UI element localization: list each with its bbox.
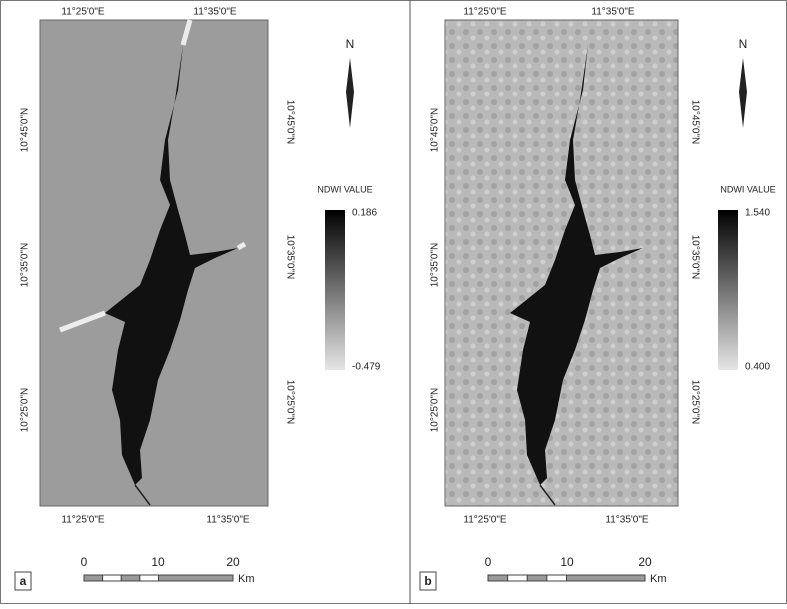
scale-segment xyxy=(120,574,141,582)
legend-max: 1.540 xyxy=(745,208,770,219)
latitude-label: 10°45'0"N xyxy=(430,108,441,153)
scale-segment xyxy=(526,574,548,582)
latitude-label: 10°45'0"N xyxy=(20,108,31,153)
panel: 11°25'0"E 11°35'0"E 11°25'0"E 11°35'0"E 10°4… xyxy=(14,7,381,591)
scale-unit: Km xyxy=(238,573,255,585)
latitude-label: 10°35'0"N xyxy=(689,235,700,280)
longitude-label: 11°25'0"E xyxy=(61,515,105,526)
reservoir xyxy=(510,45,643,485)
scale-segment xyxy=(566,574,646,582)
legend-ramp xyxy=(718,210,738,370)
north-arrow xyxy=(739,58,747,128)
latitude-label: 10°45'0"N xyxy=(689,100,700,145)
latitude-label: 10°35'0"N xyxy=(430,243,441,288)
scale-segment xyxy=(546,574,567,582)
scale-label: 0 xyxy=(485,555,492,569)
longitude-label: 11°35'0"E xyxy=(591,7,635,18)
latitude-label: 10°25'0"N xyxy=(430,388,441,433)
scale-label: 10 xyxy=(560,555,574,569)
legend-min: -0.479 xyxy=(352,362,381,373)
latitude-label: 10°35'0"N xyxy=(20,243,31,288)
scale-label: 20 xyxy=(226,555,240,569)
longitude-label: 11°35'0"E xyxy=(193,7,237,18)
panel-label-box xyxy=(14,571,32,591)
legend-title: NDWI VALUE xyxy=(720,184,775,194)
panel: 11°25'0"E 11°35'0"E 11°25'0"E 11°35'0"E 10°4… xyxy=(419,7,776,591)
scale-unit: Km xyxy=(650,573,667,585)
latitude-label: 10°45'0"N xyxy=(284,100,295,145)
scale-segment xyxy=(507,574,528,582)
legend-min: 0.400 xyxy=(745,362,770,373)
panel-label: b xyxy=(424,574,431,588)
longitude-label: 11°35'0"E xyxy=(206,515,250,526)
latitude-label: 10°25'0"N xyxy=(689,380,700,425)
longitude-label: 11°25'0"E xyxy=(463,7,507,18)
scale-segment xyxy=(487,574,509,582)
scale-segment xyxy=(139,574,159,582)
scale-label: 10 xyxy=(151,555,165,569)
latitude-label: 10°35'0"N xyxy=(284,235,295,280)
legend-max: 0.186 xyxy=(352,208,377,219)
north-arrow xyxy=(346,58,354,128)
river-channel xyxy=(59,19,247,333)
river-outlet xyxy=(134,484,151,506)
legend-ramp xyxy=(325,210,345,370)
longitude-label: 11°25'0"E xyxy=(61,7,105,18)
scale-label: 0 xyxy=(81,555,88,569)
reservoir xyxy=(105,45,238,485)
river-outlet xyxy=(539,484,556,506)
north-label: N xyxy=(739,37,748,51)
latitude-label: 10°25'0"N xyxy=(20,388,31,433)
latitude-label: 10°25'0"N xyxy=(284,380,295,425)
north-label: N xyxy=(346,37,355,51)
scale-segment xyxy=(83,574,104,582)
panel-label: a xyxy=(20,574,27,588)
longitude-label: 11°25'0"E xyxy=(463,515,507,526)
scale-segment xyxy=(158,574,234,582)
legend-title: NDWI VALUE xyxy=(317,184,372,194)
panel-label-box xyxy=(419,571,437,591)
scale-label: 20 xyxy=(638,555,652,569)
scale-segment xyxy=(102,574,122,582)
longitude-label: 11°35'0"E xyxy=(605,515,649,526)
